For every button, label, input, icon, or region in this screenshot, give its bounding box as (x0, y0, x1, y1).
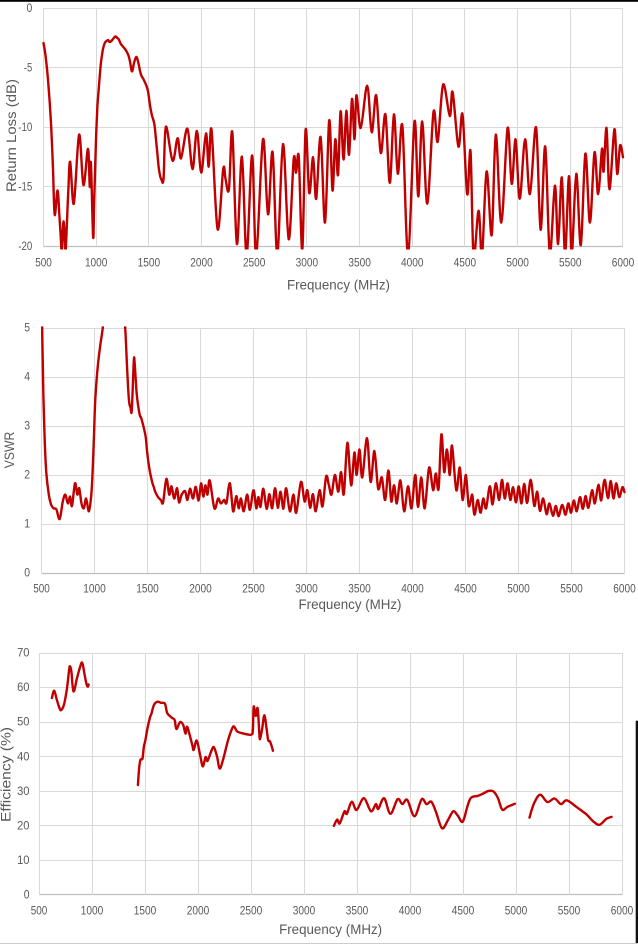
svg-text:4500: 4500 (454, 257, 477, 269)
svg-text:1000: 1000 (85, 257, 108, 269)
svg-text:5000: 5000 (507, 583, 530, 595)
svg-text:40: 40 (17, 751, 29, 763)
svg-text:Frequency (MHz): Frequency (MHz) (287, 277, 390, 293)
svg-text:1500: 1500 (138, 257, 161, 269)
svg-text:500: 500 (31, 905, 48, 917)
svg-text:Frequency (MHz): Frequency (MHz) (299, 596, 402, 612)
svg-text:6000: 6000 (611, 905, 634, 917)
svg-text:1500: 1500 (134, 905, 157, 917)
svg-text:10: 10 (17, 855, 29, 867)
svg-text:4000: 4000 (401, 257, 424, 269)
svg-text:5000: 5000 (506, 257, 529, 269)
svg-text:-5: -5 (24, 63, 32, 75)
svg-text:4: 4 (24, 372, 30, 384)
svg-text:5000: 5000 (505, 905, 528, 917)
svg-text:0: 0 (24, 890, 30, 902)
svg-text:1000: 1000 (83, 583, 106, 595)
svg-text:Frequency (MHz): Frequency (MHz) (279, 921, 382, 937)
svg-text:3500: 3500 (348, 583, 371, 595)
svg-text:1000: 1000 (81, 905, 104, 917)
svg-text:Return Loss (dB): Return Loss (dB) (3, 79, 19, 192)
svg-text:500: 500 (35, 257, 52, 269)
svg-text:0: 0 (27, 3, 33, 15)
svg-text:Efficiency (%): Efficiency (%) (0, 727, 14, 822)
svg-text:3000: 3000 (293, 905, 316, 917)
svg-text:2: 2 (24, 470, 30, 482)
svg-text:6000: 6000 (612, 257, 635, 269)
svg-text:-10: -10 (18, 122, 32, 134)
svg-text:6000: 6000 (613, 583, 636, 595)
svg-text:30: 30 (17, 786, 29, 798)
svg-text:70: 70 (17, 648, 29, 660)
svg-text:4500: 4500 (452, 905, 475, 917)
svg-text:3500: 3500 (346, 905, 369, 917)
svg-text:3000: 3000 (296, 257, 319, 269)
svg-text:5: 5 (24, 323, 30, 335)
svg-text:2500: 2500 (242, 583, 265, 595)
svg-text:60: 60 (17, 682, 29, 694)
svg-text:5500: 5500 (558, 905, 581, 917)
svg-text:5500: 5500 (559, 257, 582, 269)
svg-text:1500: 1500 (136, 583, 159, 595)
svg-text:-15: -15 (18, 182, 32, 194)
svg-text:50: 50 (17, 717, 29, 729)
svg-text:3000: 3000 (295, 583, 318, 595)
svg-text:VSWR: VSWR (1, 432, 17, 469)
svg-text:2500: 2500 (240, 905, 263, 917)
svg-text:0: 0 (24, 568, 30, 580)
svg-text:4000: 4000 (401, 583, 424, 595)
svg-text:500: 500 (33, 583, 50, 595)
svg-text:1: 1 (24, 519, 30, 531)
svg-text:2000: 2000 (190, 257, 213, 269)
svg-text:-20: -20 (18, 241, 32, 253)
svg-text:3500: 3500 (348, 257, 371, 269)
svg-text:4500: 4500 (454, 583, 477, 595)
svg-text:2000: 2000 (187, 905, 210, 917)
svg-text:20: 20 (17, 821, 29, 833)
svg-text:3: 3 (24, 421, 30, 433)
svg-text:2000: 2000 (189, 583, 212, 595)
svg-text:4000: 4000 (399, 905, 422, 917)
svg-text:2500: 2500 (243, 257, 266, 269)
svg-text:5500: 5500 (560, 583, 583, 595)
